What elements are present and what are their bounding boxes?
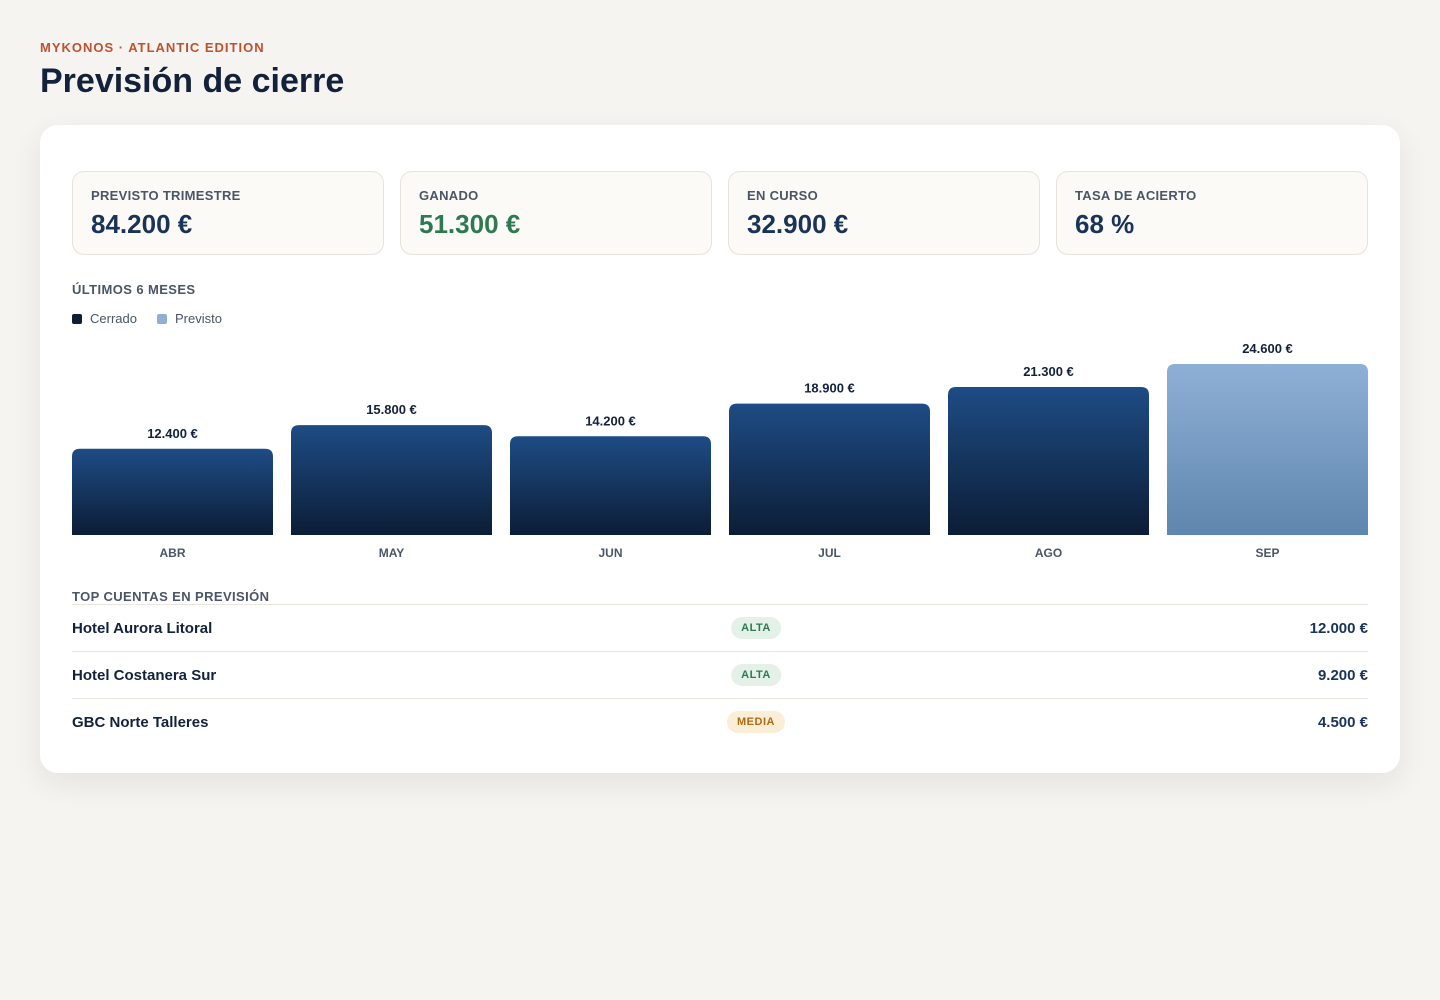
bar-jul xyxy=(729,403,930,535)
bar-value-label: 15.800 € xyxy=(366,402,417,417)
accounts-table: Hotel Aurora Litoral ALTA 12.000 € Hotel… xyxy=(72,604,1368,745)
chart-svg: 12.400 € ABR 15.800 € MAY 14.200 € JUN 18.900 … xyxy=(72,341,1368,560)
kpi-label: GANADO xyxy=(419,188,479,203)
account-name: Hotel Aurora Litoral xyxy=(72,619,213,637)
account-amount: 12.000 € xyxy=(1309,619,1368,637)
x-tick-label: AGO xyxy=(1035,546,1062,560)
x-tick-label: MAY xyxy=(379,546,405,560)
bar-jun xyxy=(510,436,711,535)
account-amount: 4.500 € xyxy=(1317,713,1368,731)
bar-may xyxy=(291,425,492,535)
bar-value-label: 21.300 € xyxy=(1023,364,1074,379)
priority-badge: ALTA xyxy=(731,664,781,686)
table-row[interactable]: GBC Norte Talleres MEDIA 4.500 € xyxy=(72,698,1368,745)
legend-swatch-forecast xyxy=(156,313,167,324)
kpi-label: TASA DE ACIERTO xyxy=(1075,188,1197,203)
table-row[interactable]: Hotel Aurora Litoral ALTA 12.000 € xyxy=(72,604,1368,651)
account-name: Hotel Costanera Sur xyxy=(72,666,217,684)
x-tick-label: JUN xyxy=(598,546,622,560)
x-tick-label: ABR xyxy=(160,546,186,560)
table-row[interactable]: Hotel Costanera Sur ALTA 9.200 € xyxy=(72,651,1368,698)
kpi-value: 32.900 € xyxy=(747,209,849,239)
kpi-label: PREVISTO TRIMESTRE xyxy=(91,188,241,203)
page-title: Previsión de cierre xyxy=(40,62,345,100)
accounts-section-label: TOP CUENTAS EN PREVISIÓN xyxy=(72,589,270,604)
legend-item-closed: Cerrado xyxy=(72,311,137,326)
legend-item-forecast: Previsto xyxy=(156,311,222,326)
bar-value-label: 12.400 € xyxy=(147,426,198,441)
account-name: GBC Norte Talleres xyxy=(72,713,209,731)
x-tick-label: JUL xyxy=(818,546,841,560)
bar-value-label: 24.600 € xyxy=(1242,341,1293,356)
kpi-in-progress: EN CURSO 32.900 € xyxy=(728,171,1040,255)
legend-label: Previsto xyxy=(174,311,222,326)
bar-value-label: 14.200 € xyxy=(585,413,636,428)
priority-badge: ALTA xyxy=(731,617,781,639)
bar-sep xyxy=(1167,364,1368,535)
monthly-bar-chart: 12.400 € ABR 15.800 € MAY 14.200 € JUN 18.900 … xyxy=(72,330,1368,570)
legend-swatch-closed xyxy=(72,313,82,324)
chart-legend: Cerrado Previsto xyxy=(72,311,222,326)
chart-section-label: ÚLTIMOS 6 MESES xyxy=(72,282,196,297)
kpi-value: 84.200 € xyxy=(91,209,193,239)
kpi-row: PREVISTO TRIMESTRE 84.200 € GANADO 51.30… xyxy=(72,171,1368,255)
kpi-forecast-quarter: PREVISTO TRIMESTRE 84.200 € xyxy=(72,171,384,255)
account-amount: 9.200 € xyxy=(1317,666,1368,684)
kpi-label: EN CURSO xyxy=(747,188,819,203)
bar-value-label: 18.900 € xyxy=(804,381,855,396)
priority-badge: MEDIA xyxy=(727,711,785,733)
kpi-won: GANADO 51.300 € xyxy=(400,171,712,255)
legend-label: Cerrado xyxy=(90,311,137,326)
kpi-hit-rate: TASA DE ACIERTO 68 % xyxy=(1056,171,1368,255)
forecast-card: PREVISTO TRIMESTRE 84.200 € GANADO 51.30… xyxy=(40,125,1400,773)
bar-ago xyxy=(948,386,1149,535)
x-tick-label: SEP xyxy=(1255,546,1279,560)
bar-abr xyxy=(72,448,273,535)
kpi-value: 68 % xyxy=(1075,209,1135,239)
kpi-value: 51.300 € xyxy=(419,209,521,239)
brand-label: MYKONOS · ATLANTIC EDITION xyxy=(40,40,265,55)
